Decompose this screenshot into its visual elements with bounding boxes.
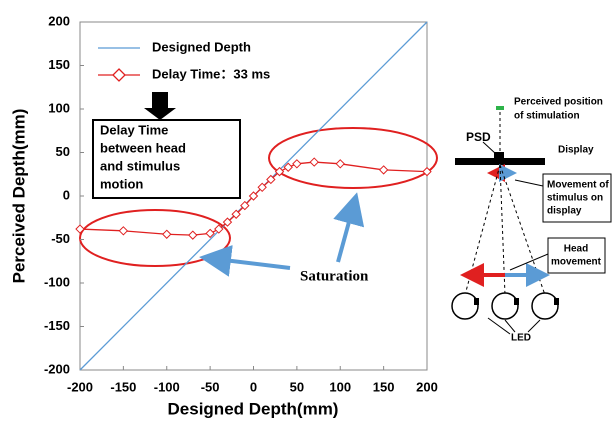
y-tick-label: 50 [56,144,70,159]
x-axis-title: Designed Depth(mm) [168,399,339,418]
y-tick-label: 200 [48,13,70,28]
label-box [542,173,612,223]
y-axis-title: Perceived Depth(mm) [9,109,28,284]
y-tick-label: -200 [44,361,70,376]
dashed-line [464,164,501,296]
data-point [292,159,302,169]
diagram: Perceived position of stimulation PSD Di… [451,97,612,344]
box-text: and stimulus [100,158,180,173]
diagram-label: stimulus on [547,193,603,204]
led [474,298,479,305]
box-text: between head [100,140,186,155]
diagram-label: Perceived position [514,97,603,108]
x-tick-label: 150 [373,379,395,394]
y-tick-label: -150 [44,318,70,333]
diagram-label: Movement of [547,180,609,191]
saturation-ellipse [268,127,438,189]
annotation-box [92,119,241,199]
saturation-label: Saturation [300,268,369,284]
leader [487,317,511,335]
data-point [240,200,250,211]
x-tick-label: 0 [250,379,257,394]
diagram-label: display [547,206,582,217]
data-point [214,224,224,234]
data-point [222,217,233,227]
data-point [231,209,241,219]
legend-marker [112,68,126,82]
data-point [188,230,198,240]
diagram-label: Head [564,244,588,255]
x-tick-label: -100 [154,379,180,394]
data-point [335,159,345,169]
leader [509,253,549,271]
data-point [309,157,319,167]
head [531,292,559,320]
leader [482,141,497,155]
psd-block [494,152,504,160]
leader [527,319,541,333]
pointer-arrow [199,244,291,277]
y-tick-label: 150 [48,57,70,72]
diagram-label: PSD [466,130,491,144]
led [514,298,519,305]
diagram-label: LED [511,333,531,344]
data-point [205,228,215,239]
data-point [378,165,389,175]
head [491,292,519,320]
data-point [283,162,293,172]
perceived-point [496,106,504,110]
data-point [257,182,267,193]
diagram-label: Display [558,145,594,156]
diagram-label: movement [551,257,602,268]
led [554,298,559,305]
box-text: Delay Time [100,122,168,137]
data-point [118,226,129,236]
pointer-arrow [333,192,365,263]
data-point [248,191,259,201]
saturation-ellipse [79,209,231,267]
y-tick-label: -100 [44,274,70,289]
y-tick-label: -50 [51,231,70,246]
diagram-label: of stimulation [514,111,580,122]
leader [514,179,544,187]
y-tick-label: 0 [63,187,70,202]
x-tick-label: -150 [110,379,136,394]
data-point [75,224,85,234]
label-box [547,237,606,274]
data-point [162,229,172,239]
display-bar [455,158,545,165]
x-tick-label: 50 [290,379,304,394]
y-tick-label: 100 [48,100,70,115]
head [451,292,479,320]
x-tick-label: 100 [329,379,351,394]
leader [504,319,516,333]
x-tick-label: -50 [201,379,220,394]
down-arrow [144,92,176,120]
data-point [422,166,432,177]
data-point [274,166,285,177]
x-tick-label: 200 [416,379,438,394]
legend-label: Designed Depth [152,39,251,54]
legend-label: Delay Time：33 ms [152,66,270,81]
data-point [266,174,276,185]
x-tick-label: -200 [67,379,93,394]
box-text: motion [100,176,143,191]
